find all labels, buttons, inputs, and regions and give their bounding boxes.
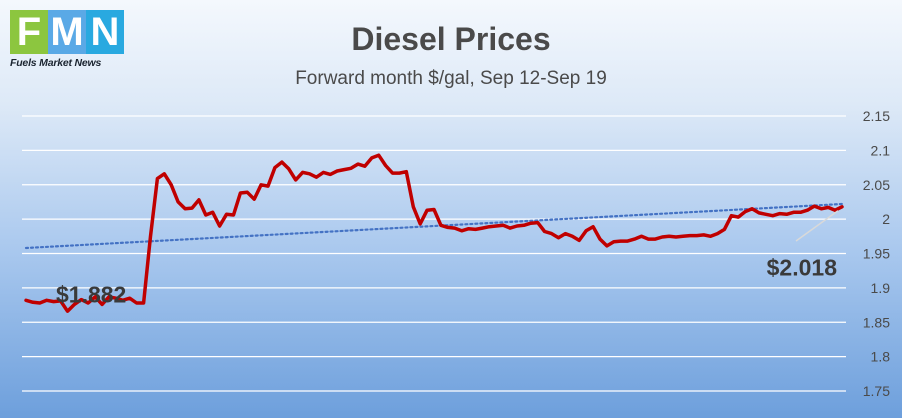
annotations: $1.882 $2.018 [56, 210, 839, 307]
chart-title: Diesel Prices [351, 21, 550, 57]
y-tick-label: 1.85 [863, 314, 890, 330]
logo-caption: Fuels Market News [10, 57, 102, 69]
y-tick-label: 2.05 [863, 177, 890, 193]
chart-subtitle: Forward month $/gal, Sep 12-Sep 19 [295, 68, 607, 89]
y-tick-label: 2.1 [871, 142, 891, 158]
trendline [24, 202, 844, 250]
gridlines [22, 115, 846, 392]
logo-letter: M [48, 10, 86, 54]
y-tick-label: 1.9 [871, 280, 891, 296]
trendline-group [24, 202, 844, 250]
y-tick-label: 1.95 [863, 246, 890, 262]
diesel-price-line [24, 153, 844, 313]
y-tick-label: 2 [882, 211, 890, 227]
end-price-label: $2.018 [767, 254, 838, 280]
series-group [24, 153, 844, 313]
y-tick-label: 2.15 [863, 108, 890, 124]
start-price-label: $1.882 [56, 281, 126, 307]
logo-letter: F [10, 10, 48, 54]
callout-leader-line [795, 210, 839, 242]
fmn-logo: F M N Fuels Market News [10, 10, 128, 76]
y-tick-label: 1.75 [863, 383, 890, 399]
logo-letter: N [86, 10, 124, 54]
y-axis-ticks: 2.15 2.1 2.05 2 1.95 1.9 1.85 1.8 1.75 [863, 108, 890, 399]
y-tick-label: 1.8 [871, 349, 891, 365]
